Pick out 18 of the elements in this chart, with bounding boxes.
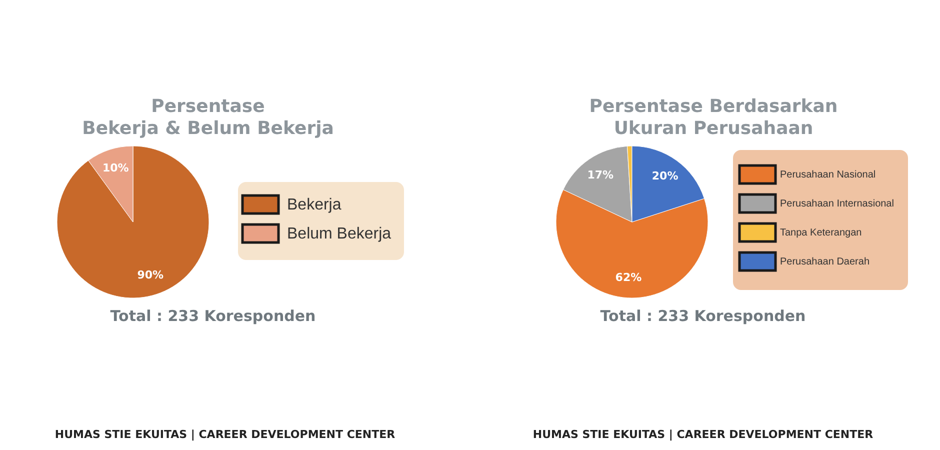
data-label: 90%	[137, 268, 164, 282]
chart-title: Persentase Berdasarkan Ukuran Perusahaan	[589, 96, 838, 139]
data-label: 20%	[652, 170, 678, 182]
text: HUMAS STIE EKUITAS | CAREER DEVELOPMENT CENTER	[54, 428, 396, 441]
pie-slice	[56, 146, 210, 298]
data-label: 17%	[587, 168, 614, 182]
legend-label: Perusahaan Internasional	[780, 198, 894, 210]
legend-label: Bekerja	[287, 196, 342, 214]
chart-title: Persentase Bekerja & Belum Bekerja	[82, 96, 334, 139]
text: Total : 233 Koresponden	[110, 307, 316, 325]
legend-label: Tanpa Keterangan	[780, 228, 862, 238]
text: Total : 233 Koresponden	[600, 307, 806, 325]
legend-label: Belum Bekerja	[287, 226, 392, 242]
legend-label: Perusahaan Daerah	[780, 256, 870, 268]
legend-label: Perusahaan Nasional	[780, 170, 876, 180]
data-label: 62%	[615, 271, 642, 284]
text: HUMAS STIE EKUITAS | CAREER DEVELOPMENT CENTER	[532, 428, 874, 441]
data-label: 10%	[102, 162, 129, 175]
